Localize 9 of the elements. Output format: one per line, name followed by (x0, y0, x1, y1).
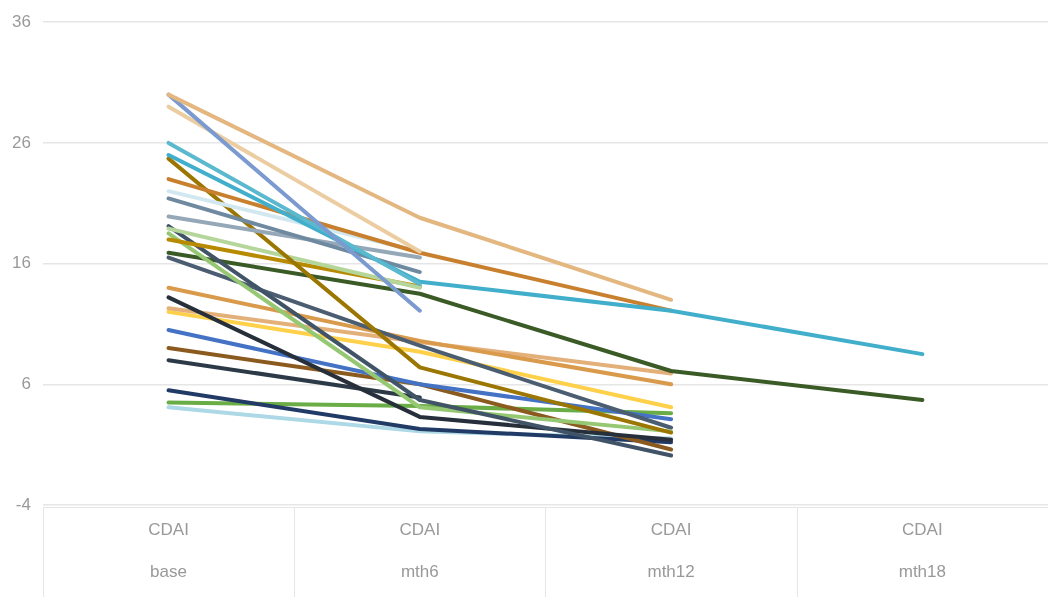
category-label: CDAI mth12 (647, 519, 695, 581)
category-label: CDAI mth18 (898, 519, 946, 581)
y-tick-label: 26 (11, 132, 31, 152)
category-label: CDAI mth6 (399, 519, 441, 581)
y-tick-label: 16 (11, 253, 31, 273)
y-tick-label: 36 (11, 11, 31, 31)
category-label: CDAI base (148, 519, 189, 581)
y-tick-label: 6 (21, 373, 31, 393)
y-tick-label: -4 (15, 494, 31, 514)
